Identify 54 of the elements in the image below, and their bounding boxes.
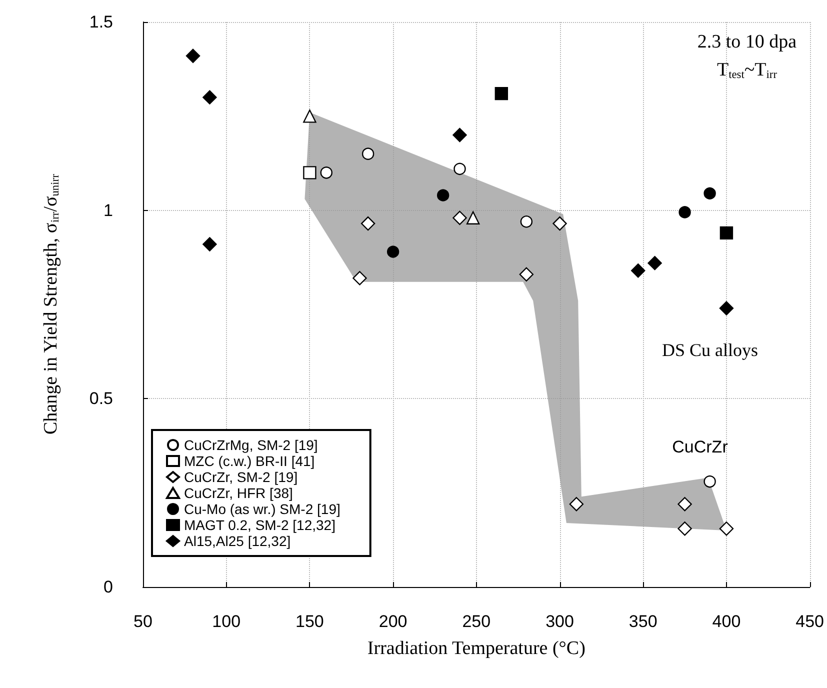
point: [303, 166, 316, 180]
point: [720, 226, 734, 240]
point: [678, 522, 692, 536]
legend-label: MZC (c.w.) BR-II [41]: [184, 453, 315, 469]
x-tick-label: 250: [462, 612, 491, 631]
y-tick-label: 0.5: [89, 389, 113, 408]
x-tick-label: 100: [212, 612, 241, 631]
y-axis-title: Change in Yield Strength, σirr/σunirr: [40, 174, 62, 435]
point: [519, 267, 534, 282]
point: [202, 90, 217, 104]
point: [386, 246, 400, 258]
annotation: Ttest~Tirr: [716, 60, 778, 81]
point: [360, 216, 376, 231]
point: [648, 256, 662, 270]
point: [704, 187, 716, 200]
point: [452, 128, 467, 142]
point: [452, 210, 467, 225]
y-tick-label: 0: [104, 578, 113, 596]
y-tick-label: 1.5: [89, 12, 113, 32]
x-tick-label: 200: [378, 612, 408, 631]
legend-label: CuCrZrMg, SM-2 [19]: [184, 437, 318, 453]
legend-label: CuCrZr, SM-2 [19]: [184, 469, 298, 485]
point: [719, 301, 734, 316]
point: [569, 497, 584, 512]
point: [320, 166, 332, 179]
legend-label: Cu-Mo (as wr.) SM-2 [19]: [184, 501, 340, 517]
point: [719, 522, 734, 536]
x-tick-label: 350: [628, 612, 658, 631]
x-tick-label: 50: [134, 612, 152, 631]
x-tick-label: 450: [796, 612, 824, 631]
point: [678, 497, 692, 512]
point: [466, 211, 480, 224]
point: [678, 206, 691, 218]
point: [631, 264, 646, 278]
point: [520, 216, 533, 228]
point: [362, 148, 374, 160]
x-axis-title: Irradiation Temperature (°C): [367, 638, 586, 659]
point: [552, 216, 567, 231]
x-tick-label: 300: [546, 612, 574, 631]
annotation: CuCrZr: [672, 438, 728, 456]
legend-label: CuCrZr, HFR [38]: [184, 485, 293, 501]
point: [352, 271, 367, 286]
x-tick-label: 150: [296, 612, 324, 631]
y-tick-label: 1: [104, 200, 113, 220]
legend-label: Al15,Al25 [12,32]: [184, 533, 291, 549]
point: [202, 237, 217, 252]
point: [436, 189, 450, 202]
point: [704, 475, 716, 488]
annotation: DS Cu alloys: [662, 340, 758, 360]
legend-label: MAGT 0.2, SM-2 [12,32]: [184, 517, 336, 533]
x-tick-label: 400: [712, 612, 741, 631]
annotation: 2.3 to 10 dpa: [697, 32, 798, 52]
point: [494, 86, 508, 100]
point: [186, 48, 200, 63]
